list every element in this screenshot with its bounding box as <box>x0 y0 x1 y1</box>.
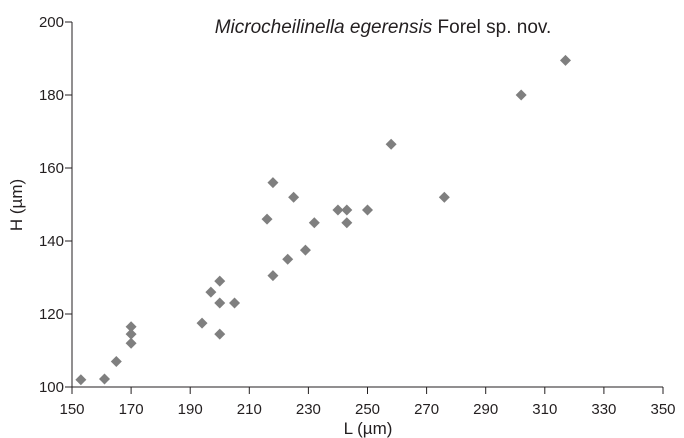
data-point <box>110 355 122 367</box>
data-point <box>214 328 226 340</box>
x-tick-label: 310 <box>532 401 557 418</box>
x-tick-label: 150 <box>59 401 84 418</box>
chart-title: Microcheilinella egerensis Forel sp. nov… <box>215 17 552 38</box>
data-point <box>559 54 571 66</box>
data-point <box>261 213 273 225</box>
data-point <box>288 191 300 203</box>
x-tick-label: 250 <box>355 401 380 418</box>
x-tick-label: 270 <box>414 401 439 418</box>
chart-title-species: Microcheilinella egerensis <box>215 17 433 38</box>
x-tick-label: 350 <box>650 401 675 418</box>
data-point <box>205 286 217 298</box>
data-point <box>196 317 208 329</box>
data-points <box>75 54 571 386</box>
data-point <box>341 204 353 216</box>
y-axis-title: H (µm) <box>7 179 26 231</box>
y-tick-label: 200 <box>39 14 64 31</box>
data-point <box>267 270 279 282</box>
x-tick-label: 170 <box>119 401 144 418</box>
data-point <box>99 373 111 385</box>
data-point <box>282 253 294 265</box>
data-point <box>332 204 344 216</box>
data-point <box>385 138 397 150</box>
data-point <box>438 191 450 203</box>
data-point <box>299 244 311 256</box>
x-axis-ticks: 150 170 190 210 230 250 270 290 310 330 350 <box>59 387 676 418</box>
y-tick-label: 160 <box>39 160 64 177</box>
data-point <box>214 275 226 287</box>
data-point <box>362 204 373 216</box>
x-axis-title: L (µm) <box>344 419 393 438</box>
y-tick-label: 100 <box>39 379 64 396</box>
data-point <box>125 328 137 340</box>
x-tick-label: 290 <box>473 401 498 418</box>
y-tick-label: 140 <box>39 233 64 250</box>
data-point <box>214 297 226 309</box>
data-point <box>75 374 87 386</box>
chart-title-rest: Forel sp. nov. <box>432 17 551 38</box>
data-point <box>125 337 137 349</box>
data-point <box>308 217 320 229</box>
x-tick-label: 330 <box>591 401 616 418</box>
data-point <box>125 321 137 333</box>
x-tick-label: 210 <box>237 401 262 418</box>
data-point <box>267 177 279 189</box>
data-point <box>341 217 353 229</box>
data-point <box>229 297 241 309</box>
x-tick-label: 230 <box>296 401 321 418</box>
y-tick-label: 180 <box>39 87 64 104</box>
data-point <box>515 89 527 101</box>
x-tick-label: 190 <box>178 401 203 418</box>
y-axis-ticks: 100 120 140 160 180 200 <box>39 14 72 396</box>
y-tick-label: 120 <box>39 306 64 323</box>
